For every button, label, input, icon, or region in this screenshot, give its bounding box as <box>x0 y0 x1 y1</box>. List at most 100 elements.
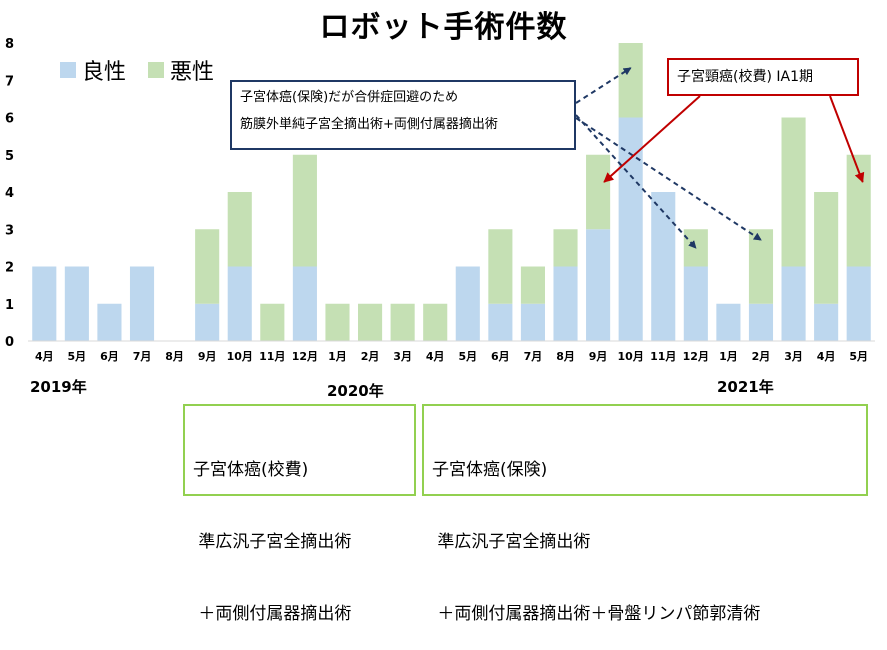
x-tick-label: 11月 <box>259 350 285 363</box>
x-tick-label: 3月 <box>393 350 412 363</box>
bar-benign <box>748 303 774 341</box>
bar-malignant <box>781 117 806 267</box>
bar-benign <box>520 303 545 341</box>
x-tick-label: 3月 <box>784 350 803 363</box>
x-tick-label: 10月 <box>227 350 253 363</box>
y-tick-label: 8 <box>5 37 14 52</box>
bar-benign <box>32 266 57 341</box>
bar-benign <box>651 192 676 341</box>
bar-benign <box>227 266 252 341</box>
bar-benign <box>488 303 513 341</box>
year-label-2021: 2021年 <box>717 378 774 396</box>
legend-label-malignant: 悪性 <box>170 60 215 85</box>
bar-benign <box>195 303 220 341</box>
bar-benign <box>846 266 871 341</box>
bar-benign <box>683 266 708 341</box>
bar-malignant <box>390 303 415 341</box>
note-left-line-3: ＋両側付属器摘出術 <box>193 604 352 624</box>
callout-arrow-red <box>603 95 701 183</box>
bar-malignant <box>227 192 252 267</box>
x-tick-label: 1月 <box>719 350 738 363</box>
bar-benign <box>129 266 155 341</box>
bar-benign <box>97 303 122 341</box>
bar-malignant <box>748 229 774 304</box>
callout-blue-line-1: 子宮体癌(保険)だが合併症回避のため <box>240 90 459 105</box>
x-tick-label: 6月 <box>100 350 119 363</box>
x-tick-label: 12月 <box>683 350 709 363</box>
year-label-2020: 2020年 <box>327 382 384 400</box>
legend-item-malignant: 悪性 <box>148 54 214 86</box>
y-tick-label: 3 <box>5 223 14 238</box>
x-tick-label: 9月 <box>589 350 608 363</box>
callout-blue: 子宮体癌(保険)だが合併症回避のため 筋膜外単純子宮全摘出術+両側付属器摘出術 <box>230 80 576 150</box>
x-tick-label: 8月 <box>165 350 184 363</box>
bar-benign <box>64 266 89 341</box>
callout-arrow-blue <box>575 114 697 249</box>
chart-plot: 0 1 2 3 4 5 6 7 8 4月 5月 6月 7月 8月 9月 10月 11月 12月 1月 2月 3月 4月 5月… <box>5 37 875 363</box>
note-box-right: 子宮体癌(保険) 準広汎子宮全摘出術 ＋両側付属器摘出術＋骨盤リンパ節郭清術 <box>422 404 868 624</box>
x-tick-label: 12月 <box>292 350 318 363</box>
callout-arrow-blue <box>575 67 632 104</box>
bar-malignant <box>553 229 578 267</box>
y-tick-label: 2 <box>5 261 14 276</box>
y-tick-label: 6 <box>5 112 14 127</box>
legend-swatch-malignant <box>148 62 165 78</box>
bar-malignant <box>325 303 350 341</box>
callout-arrow-blue <box>575 117 762 241</box>
bar-malignant <box>520 266 545 304</box>
bar-malignant <box>488 229 513 304</box>
note-right-line-3: ＋両側付属器摘出術＋骨盤リンパ節郭清術 <box>432 604 761 624</box>
chart-legend: 良性 悪性 <box>60 54 214 86</box>
bar-malignant <box>814 192 839 304</box>
callout-red-text: 子宮頸癌(校費) IA1期 <box>677 69 813 85</box>
bar-malignant <box>683 229 708 267</box>
bar-benign <box>814 303 839 341</box>
note-left-line-1: 子宮体癌(校費) <box>193 460 309 480</box>
x-tick-label: 9月 <box>198 350 217 363</box>
note-right-line-1: 子宮体癌(保険) <box>432 460 548 480</box>
note-left-line-2: 準広汎子宮全摘出術 <box>193 532 352 552</box>
y-tick-label: 0 <box>5 335 14 350</box>
x-tick-label: 4月 <box>35 350 54 363</box>
bar-benign <box>553 266 578 341</box>
y-tick-label: 1 <box>5 298 14 313</box>
callout-red: 子宮頸癌(校費) IA1期 <box>667 58 859 96</box>
x-tick-label: 5月 <box>68 350 87 363</box>
y-tick-label: 4 <box>5 186 14 201</box>
bar-benign <box>586 229 611 341</box>
bar-malignant <box>618 43 643 118</box>
bar-benign <box>781 266 806 341</box>
bar-benign <box>716 303 741 341</box>
x-tick-label: 4月 <box>426 350 445 363</box>
chart-title: ロボット手術件数 <box>319 10 568 45</box>
callout-arrow-red <box>829 95 865 183</box>
bar-malignant <box>423 303 448 341</box>
x-tick-label: 10月 <box>618 350 644 363</box>
x-tick-label: 6月 <box>491 350 510 363</box>
callout-blue-line-2: 筋膜外単純子宮全摘出術+両側付属器摘出術 <box>240 117 498 132</box>
bar-benign <box>455 266 480 341</box>
x-tick-label: 5月 <box>458 350 477 363</box>
bar-malignant <box>195 229 220 304</box>
y-tick-label: 7 <box>5 74 14 89</box>
legend-label-benign: 良性 <box>82 60 127 85</box>
legend-item-benign: 良性 <box>60 54 126 86</box>
x-tick-label: 11月 <box>650 350 676 363</box>
year-label-2019: 2019年 <box>30 378 87 396</box>
bar-malignant <box>358 303 383 341</box>
note-right-line-2: 準広汎子宮全摘出術 <box>432 532 591 552</box>
x-tick-label: 7月 <box>133 350 152 363</box>
bar-malignant <box>586 154 611 230</box>
y-tick-label: 5 <box>5 149 14 164</box>
x-tick-label: 7月 <box>524 350 543 363</box>
x-tick-label: 4月 <box>817 350 836 363</box>
note-box-left: 子宮体癌(校費) 準広汎子宮全摘出術 ＋両側付属器摘出術 <box>183 404 416 624</box>
x-tick-label: 8月 <box>556 350 575 363</box>
x-tick-label: 1月 <box>328 350 347 363</box>
x-tick-label: 5月 <box>849 350 868 363</box>
bar-benign <box>292 266 317 341</box>
bar-malignant <box>260 303 285 341</box>
legend-swatch-benign <box>60 62 76 78</box>
x-tick-label: 2月 <box>752 350 771 363</box>
bar-malignant <box>292 154 317 267</box>
